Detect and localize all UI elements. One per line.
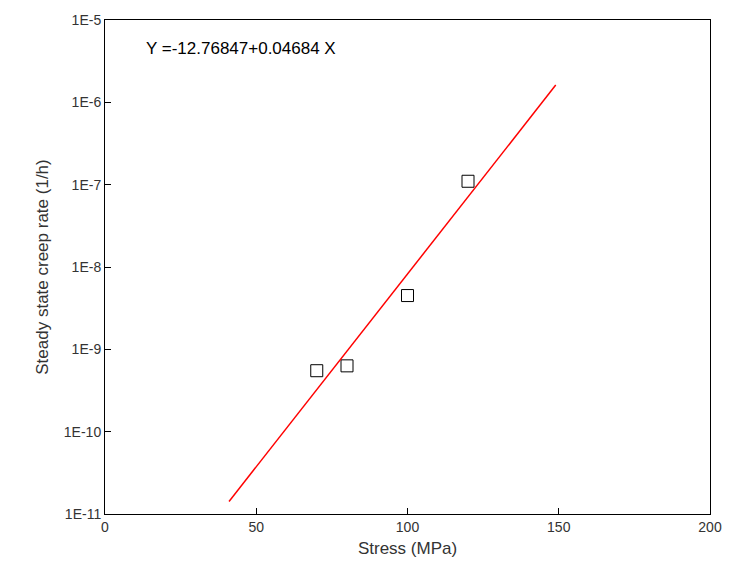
svg-text:1E-7: 1E-7 xyxy=(72,177,102,193)
svg-text:Y =-12.76847+0.04684 X: Y =-12.76847+0.04684 X xyxy=(146,39,336,58)
svg-text:1E-5: 1E-5 xyxy=(72,12,102,28)
svg-text:150: 150 xyxy=(547,519,571,535)
svg-text:200: 200 xyxy=(698,519,722,535)
svg-text:1E-10: 1E-10 xyxy=(64,424,102,440)
svg-text:0: 0 xyxy=(101,519,109,535)
svg-text:1E-6: 1E-6 xyxy=(72,94,102,110)
svg-text:1E-11: 1E-11 xyxy=(65,506,102,522)
svg-text:1E-9: 1E-9 xyxy=(72,341,102,357)
svg-text:Stress (MPa): Stress (MPa) xyxy=(358,539,457,558)
svg-text:100: 100 xyxy=(396,519,420,535)
svg-text:50: 50 xyxy=(248,519,264,535)
svg-text:1E-8: 1E-8 xyxy=(72,259,102,275)
svg-text:Steady state creep rate (1/h): Steady state creep rate (1/h) xyxy=(33,159,52,374)
